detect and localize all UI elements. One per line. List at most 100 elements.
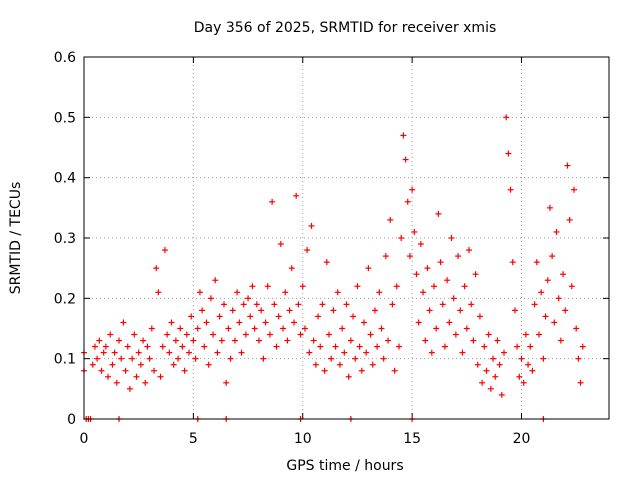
- data-point: [398, 235, 405, 241]
- data-point: [522, 331, 529, 338]
- chart-title: Day 356 of 2025, SRMTID for receiver xmi…: [194, 20, 497, 36]
- data-point: [293, 192, 300, 199]
- data-point: [498, 391, 505, 398]
- data-point: [326, 331, 332, 338]
- data-point: [387, 216, 394, 223]
- data-point: [188, 313, 195, 320]
- data-point: [354, 283, 361, 290]
- data-point: [212, 277, 219, 284]
- data-point: [116, 337, 122, 344]
- x-tick-label: 15: [403, 431, 421, 447]
- data-point: [142, 379, 149, 386]
- data-point: [374, 343, 381, 350]
- data-point: [481, 343, 488, 350]
- data-points: [81, 114, 586, 422]
- data-point: [358, 367, 365, 374]
- data-point: [544, 277, 551, 284]
- data-point: [172, 337, 179, 344]
- data-point: [194, 325, 201, 332]
- data-point: [266, 331, 273, 338]
- data-point: [216, 313, 223, 320]
- data-point: [463, 325, 470, 332]
- data-point: [126, 385, 133, 392]
- data-point: [164, 331, 171, 338]
- data-point: [332, 343, 339, 350]
- data-point: [120, 319, 127, 326]
- data-point: [511, 307, 518, 314]
- data-point: [146, 355, 153, 362]
- data-point: [107, 331, 114, 338]
- data-point: [275, 313, 282, 320]
- data-point: [461, 283, 468, 290]
- data-point: [413, 271, 420, 278]
- data-point: [435, 210, 442, 217]
- data-point: [177, 325, 184, 332]
- data-point: [514, 343, 521, 350]
- y-tick-label: 0.6: [54, 50, 76, 66]
- data-point: [310, 337, 317, 344]
- data-point: [428, 349, 435, 356]
- data-point: [476, 313, 483, 320]
- data-point: [391, 367, 398, 374]
- data-point: [455, 253, 462, 260]
- data-point: [557, 337, 564, 344]
- data-point: [437, 259, 444, 266]
- data-point: [382, 253, 389, 260]
- data-point: [299, 283, 306, 290]
- data-point: [536, 331, 542, 338]
- data-point: [441, 343, 448, 350]
- x-tick-label: 10: [294, 431, 312, 447]
- data-point: [175, 355, 182, 362]
- data-point: [363, 349, 370, 356]
- data-point: [568, 283, 575, 290]
- data-point: [148, 325, 155, 332]
- data-point: [575, 355, 582, 362]
- data-point: [192, 355, 199, 362]
- data-point: [260, 355, 267, 362]
- data-point: [494, 337, 501, 344]
- data-point: [323, 259, 330, 266]
- data-point: [153, 265, 160, 272]
- data-point: [317, 343, 324, 350]
- data-point: [352, 355, 359, 362]
- data-point: [258, 307, 265, 314]
- data-point: [203, 319, 210, 326]
- data-point: [328, 355, 335, 362]
- data-point: [444, 277, 451, 284]
- data-point: [133, 373, 140, 380]
- data-point: [566, 216, 573, 223]
- data-point: [312, 361, 319, 368]
- data-point: [214, 349, 221, 356]
- data-point: [402, 156, 409, 163]
- data-point: [490, 355, 497, 362]
- data-point: [315, 313, 322, 320]
- data-point: [389, 301, 396, 308]
- data-point: [140, 337, 147, 344]
- y-axis-label: SRMTID / TECUs: [8, 182, 24, 295]
- data-point: [135, 349, 142, 356]
- data-point: [100, 349, 107, 356]
- y-tick-label: 0.3: [54, 231, 76, 247]
- data-point: [485, 331, 492, 338]
- data-point: [225, 325, 232, 332]
- data-point: [205, 361, 212, 368]
- data-point: [487, 385, 494, 392]
- data-point: [161, 247, 168, 254]
- data-point: [151, 367, 157, 374]
- data-point: [369, 361, 376, 368]
- data-point: [492, 373, 499, 380]
- data-point: [159, 343, 166, 350]
- data-point: [282, 289, 289, 296]
- data-point: [459, 349, 466, 356]
- data-point: [411, 228, 418, 235]
- data-point: [433, 325, 440, 332]
- data-point: [190, 337, 197, 344]
- data-point: [105, 373, 112, 380]
- data-point: [137, 361, 144, 368]
- data-point: [538, 289, 545, 296]
- data-point: [170, 361, 177, 368]
- data-point: [122, 367, 129, 374]
- data-point: [345, 373, 352, 380]
- data-point: [406, 253, 413, 260]
